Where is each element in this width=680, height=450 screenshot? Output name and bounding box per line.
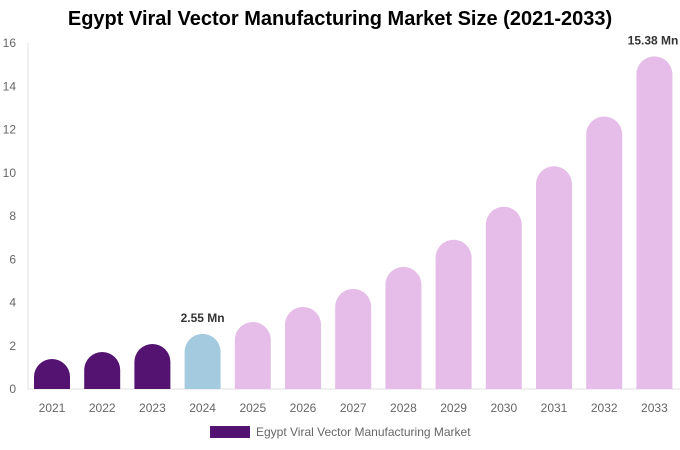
legend-swatch xyxy=(210,426,250,438)
y-tick-label: 4 xyxy=(9,296,16,310)
data-label: 15.38 Mn xyxy=(628,33,679,47)
y-tick-label: 6 xyxy=(9,252,16,266)
x-tick-label: 2031 xyxy=(541,401,568,415)
x-tick-label: 2025 xyxy=(239,401,266,415)
y-tick-label: 0 xyxy=(9,382,16,396)
x-tick-label: 2022 xyxy=(89,401,116,415)
bar-2027 xyxy=(335,288,372,389)
bar-2032 xyxy=(586,116,623,389)
y-tick-label: 2 xyxy=(9,339,16,353)
chart-title: Egypt Viral Vector Manufacturing Market … xyxy=(67,8,613,30)
x-tick-label: 2028 xyxy=(390,401,417,415)
bar-2022 xyxy=(84,352,121,389)
x-tick-label: 2029 xyxy=(440,401,467,415)
bar-2031 xyxy=(536,166,572,389)
legend[interactable]: Egypt Viral Vector Manufacturing Market xyxy=(210,425,471,439)
x-tick-label: 2033 xyxy=(641,401,668,415)
x-tick-label: 2027 xyxy=(340,401,367,415)
bar-2028 xyxy=(385,266,422,389)
y-tick-label: 16 xyxy=(3,36,17,50)
bar-2029 xyxy=(435,239,472,389)
x-tick-label: 2030 xyxy=(490,401,517,415)
x-tick-label: 2026 xyxy=(290,401,317,415)
bar-2025 xyxy=(234,321,271,389)
y-tick-label: 10 xyxy=(3,166,17,180)
x-tick-label: 2023 xyxy=(139,401,166,415)
y-tick-label: 12 xyxy=(3,123,17,137)
bar-2024 xyxy=(184,333,221,389)
bar-2023 xyxy=(134,344,171,389)
x-tick-label: 2021 xyxy=(39,401,66,415)
y-tick-label: 14 xyxy=(3,79,17,93)
legend-label: Egypt Viral Vector Manufacturing Market xyxy=(256,425,471,439)
bar-2026 xyxy=(285,306,321,389)
x-tick-label: 2032 xyxy=(591,401,618,415)
x-tick-label: 2024 xyxy=(189,401,216,415)
bar-2021 xyxy=(34,358,70,389)
bar-2030 xyxy=(485,206,522,389)
bar-2033 xyxy=(636,56,673,389)
y-tick-label: 8 xyxy=(9,209,16,223)
data-label: 2.55 Mn xyxy=(181,311,225,325)
